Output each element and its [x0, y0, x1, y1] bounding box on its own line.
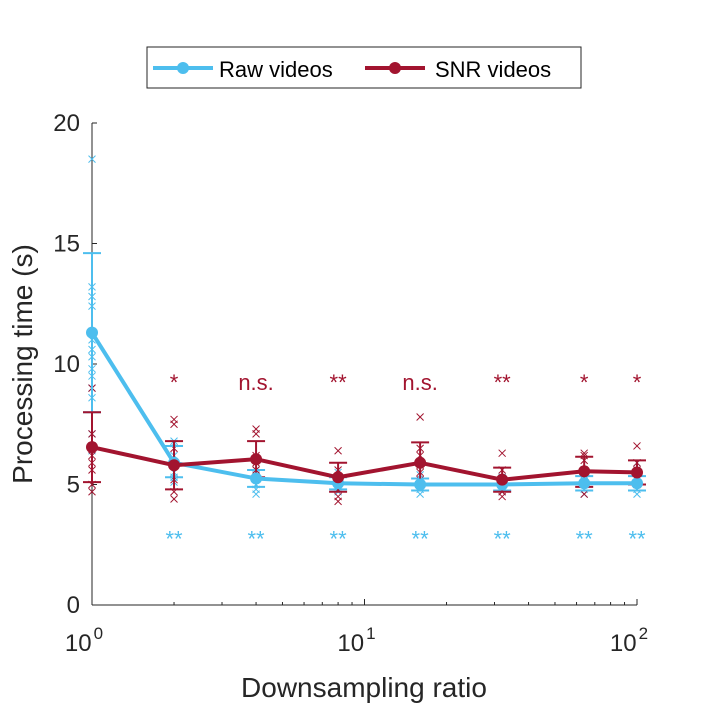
significance-label: * [580, 370, 589, 395]
data-point [631, 466, 643, 479]
sample-stroke [416, 413, 424, 421]
significance-label: ** [330, 527, 348, 552]
sample-marker [334, 446, 342, 455]
sample-stroke [633, 442, 641, 450]
x-tick-label: 10 2 [610, 624, 648, 657]
sample-markers [88, 155, 641, 506]
significance-label: ** [330, 370, 348, 395]
data-point [414, 478, 427, 491]
sample-stroke [252, 430, 260, 438]
sample-marker [580, 490, 589, 498]
significance-label: ** [412, 527, 430, 552]
legend-label: Raw videos [219, 57, 333, 82]
significance-label: * [633, 370, 642, 395]
sample-stroke [170, 495, 178, 503]
data-point [168, 459, 181, 472]
data-point [496, 473, 509, 486]
sample-stroke [88, 487, 96, 496]
data-point [86, 326, 98, 339]
data-point [631, 477, 643, 490]
sample-marker [170, 495, 178, 503]
sample-stroke [252, 490, 260, 498]
x-axis-title: Downsampling ratio [241, 672, 487, 703]
sample-marker [633, 442, 641, 450]
significance-label: n.s. [238, 370, 273, 395]
sample-marker [416, 490, 424, 498]
sample-marker [498, 492, 507, 501]
y-tick-label: 10 [53, 351, 80, 378]
y-axis-title: Processing time (s) [7, 244, 38, 484]
significance-label: ** [628, 527, 646, 552]
sample-stroke [170, 420, 178, 429]
data-point [250, 472, 263, 485]
sample-stroke [334, 497, 342, 506]
sample-stroke [334, 446, 342, 455]
significance-label: ** [494, 527, 512, 552]
significance-label: * [170, 370, 179, 395]
legend-swatch-marker [389, 62, 401, 74]
y-tick-label: 0 [67, 592, 80, 619]
series-line [91, 445, 638, 482]
x-tick-exponent: 1 [366, 624, 375, 643]
sample-marker [170, 420, 178, 429]
x-tick-exponent: 0 [94, 624, 103, 643]
sample-stroke [416, 490, 424, 498]
data-point [86, 441, 98, 454]
sample-marker [580, 449, 589, 458]
sample-marker [252, 490, 260, 498]
data-point [578, 477, 591, 490]
y-tick-label: 20 [53, 110, 80, 137]
data-point [332, 471, 345, 484]
data-point [414, 456, 427, 469]
sample-marker [334, 497, 342, 506]
y-tick-label: 15 [53, 231, 80, 258]
significance-label: ** [494, 370, 512, 395]
significance-label: ** [165, 527, 183, 552]
sample-marker [88, 487, 96, 496]
x-tick-label: 10 0 [65, 624, 103, 657]
legend-label: SNR videos [435, 57, 551, 82]
sample-marker [633, 490, 641, 498]
significance-label: ** [576, 527, 594, 552]
y-tick-label: 5 [67, 472, 80, 499]
data-point [250, 453, 263, 466]
data-point [578, 465, 591, 478]
significance-label: n.s. [402, 370, 437, 395]
legend-box [146, 46, 582, 89]
sample-marker [88, 155, 96, 164]
significance-annotations: * n.s. ** n.s. ** * *** ** ** ** ** ** ** [165, 370, 646, 552]
sample-stroke [498, 449, 507, 458]
x-tick-label: 10 1 [337, 624, 375, 657]
significance-label: ** [247, 527, 265, 552]
sample-marker [252, 430, 260, 438]
sample-stroke [88, 155, 96, 164]
sample-stroke [633, 490, 641, 498]
sample-marker [416, 413, 424, 421]
sample-stroke [498, 492, 507, 501]
series-lines [86, 326, 643, 491]
sample-marker [498, 449, 507, 458]
sample-stroke [580, 490, 589, 498]
legend: Raw videos SNR videos [146, 46, 582, 89]
x-tick-exponent: 2 [639, 624, 648, 643]
sample-stroke [580, 449, 589, 458]
legend-swatch-marker [177, 62, 189, 74]
